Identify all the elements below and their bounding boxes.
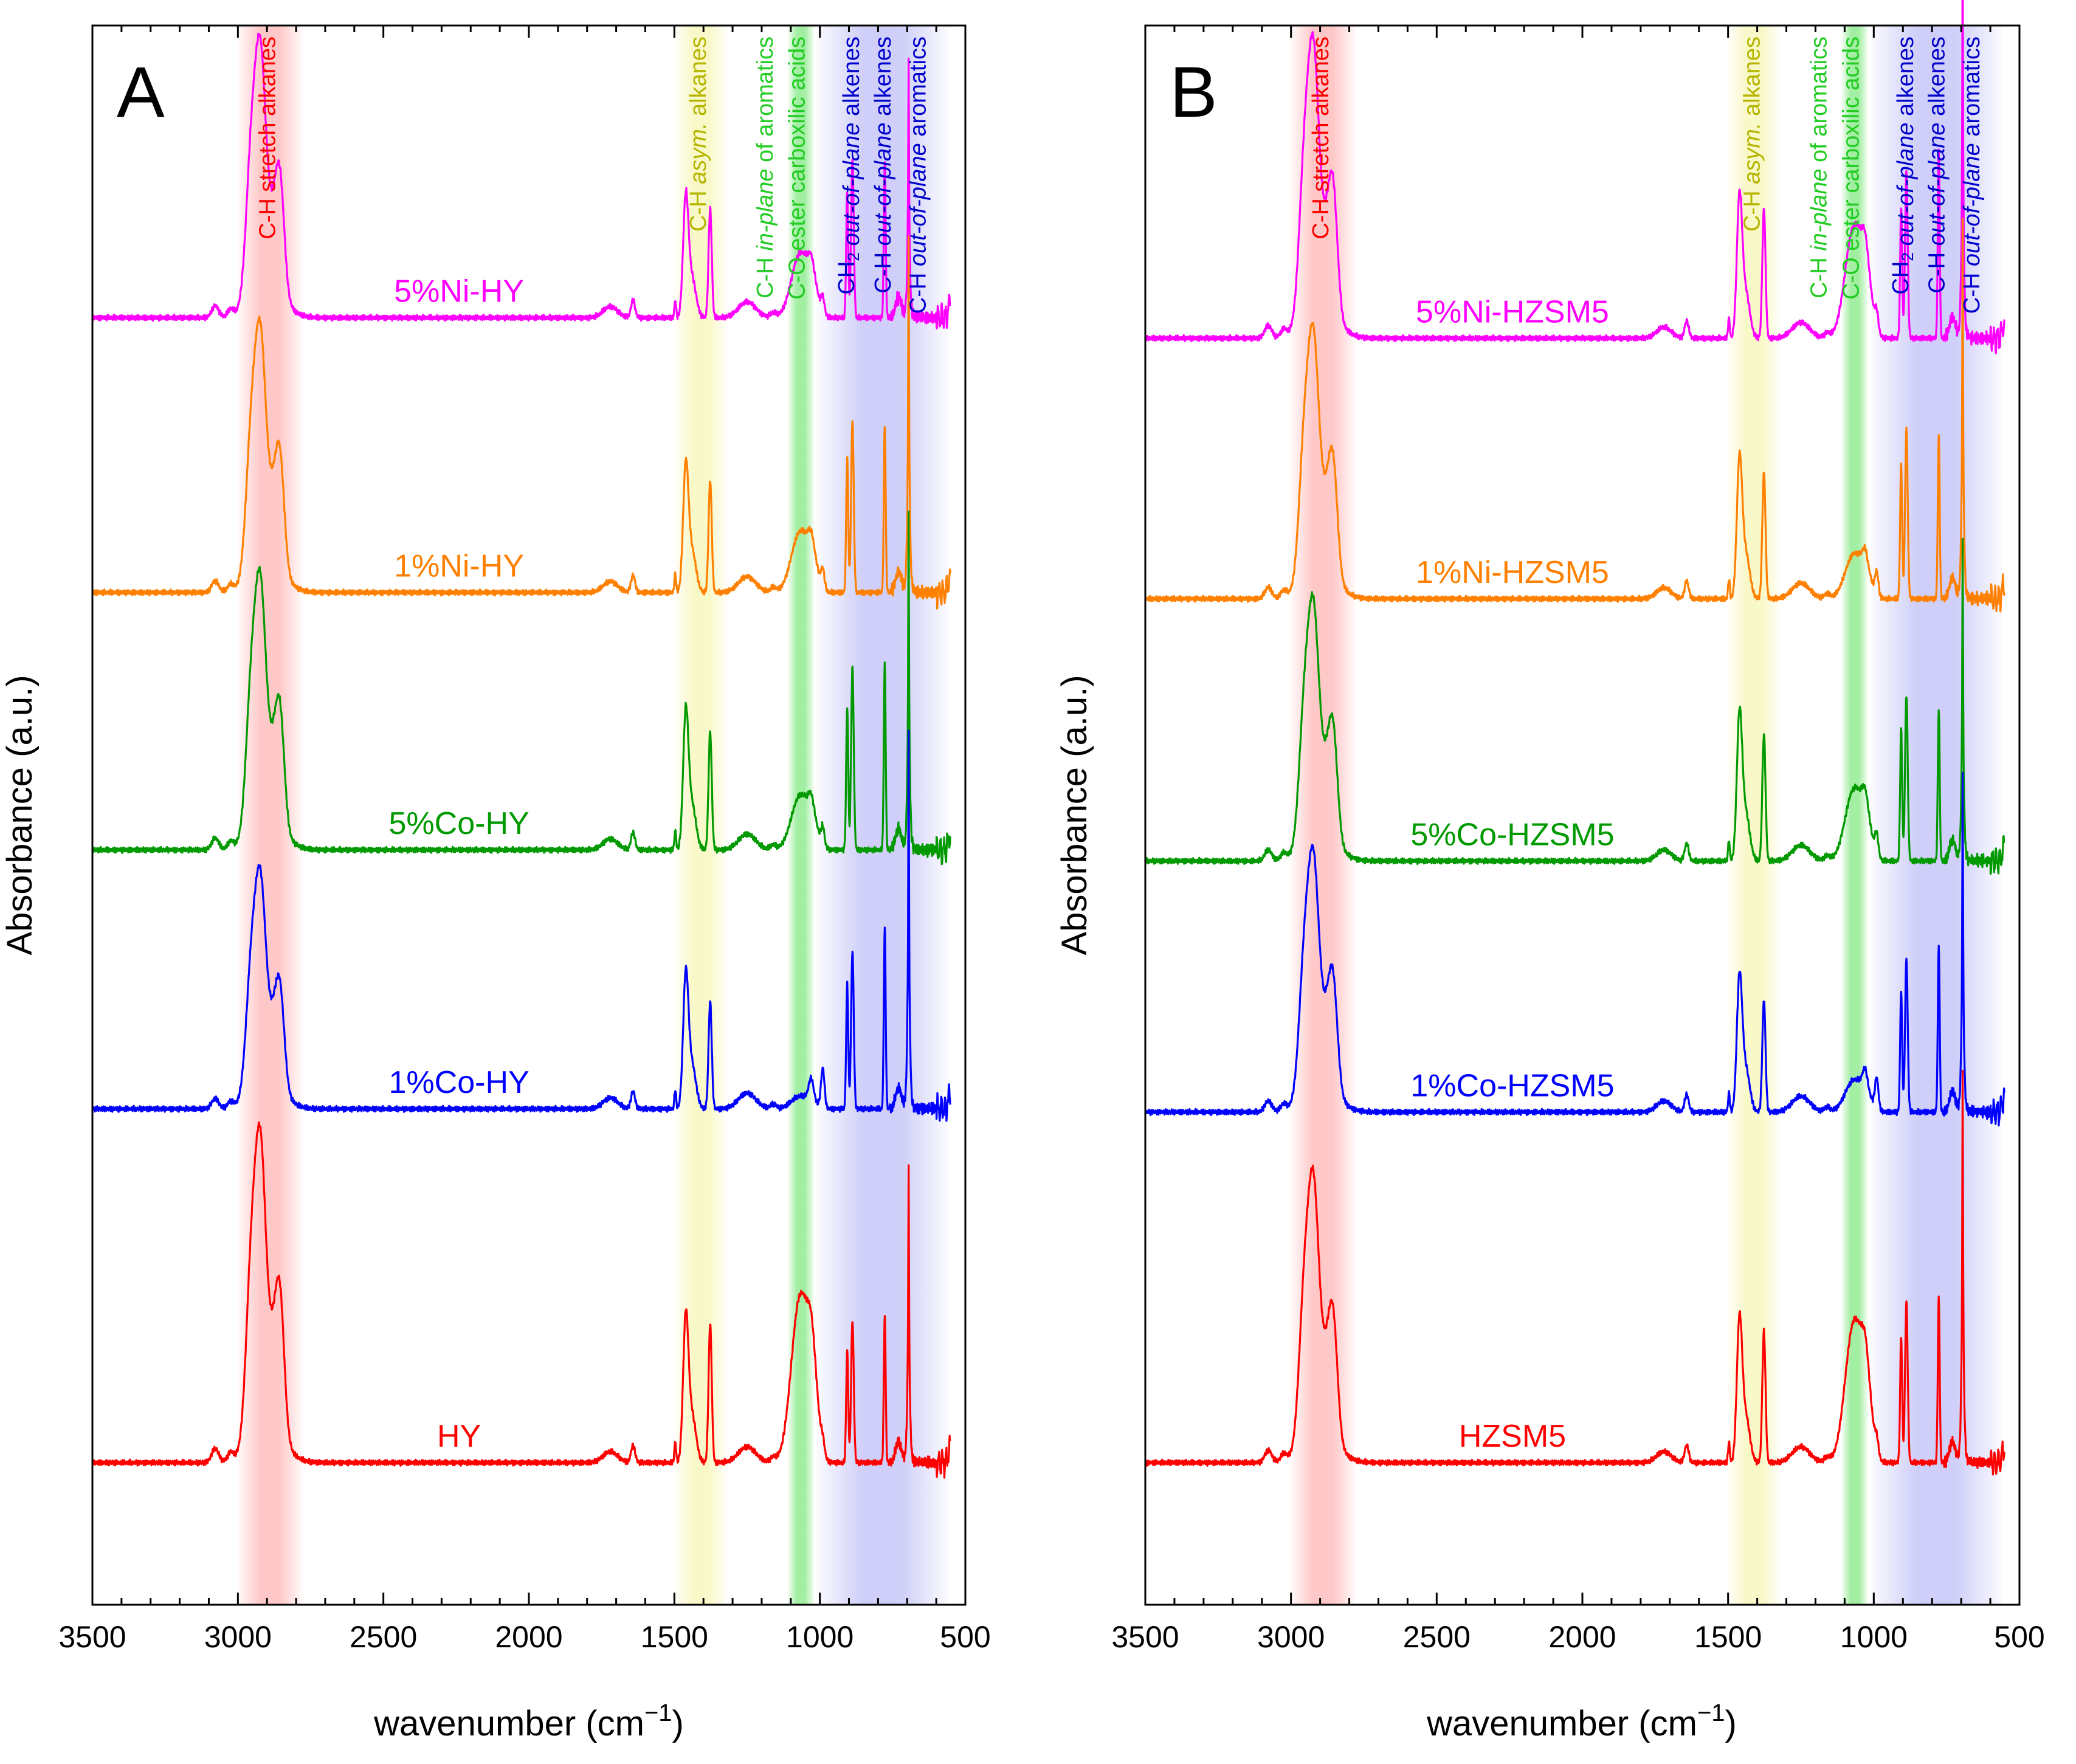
highlight-band <box>238 26 302 1605</box>
series-label: 1%Co-HZSM5 <box>1410 1068 1614 1103</box>
band-annotation: C-H out-of-plane aromatics <box>905 36 931 314</box>
band-annotation: C-H out-of-plane alkenes <box>1925 36 1950 293</box>
band-annotation: CH2 out-of-plane alkenes <box>834 36 864 295</box>
series-line <box>1144 0 2005 354</box>
band-annotation: C-O ester carboxilic acids <box>1838 36 1864 300</box>
panel-label: A <box>117 52 165 133</box>
band-annotation: C-H asym. alkanes <box>686 36 711 232</box>
band-annotation: C-O ester carboxilic acids <box>785 36 810 300</box>
series-line <box>1144 537 2005 875</box>
series-line <box>91 729 951 1122</box>
x-tick-label: 3000 <box>204 1620 272 1654</box>
series-line <box>1144 218 2005 613</box>
x-tick-label: 500 <box>1994 1620 2044 1654</box>
x-axis-label: wavenumber (cm−1) <box>1426 1700 1737 1743</box>
series-label: 1%Co-HY <box>389 1065 529 1100</box>
band-annotation: C-H stretch alkanes <box>255 36 281 239</box>
series-line <box>91 1121 951 1479</box>
x-axis-label: wavenumber (cm−1) <box>373 1700 684 1743</box>
highlight-band <box>1728 26 1781 1605</box>
x-tick-label: 2000 <box>1548 1620 1616 1654</box>
series-label: 1%Ni-HY <box>394 549 524 584</box>
x-tick-label: 1000 <box>786 1620 854 1654</box>
x-tick-label: 3000 <box>1257 1620 1325 1654</box>
x-tick-label: 2000 <box>495 1620 562 1654</box>
series-label: 5%Ni-HZSM5 <box>1416 294 1609 329</box>
series-line <box>91 235 951 610</box>
series-line <box>1144 1069 2005 1476</box>
series-label: 1%Ni-HZSM5 <box>1416 555 1609 590</box>
y-axis-label: Absorbance (a.u.) <box>1055 675 1094 955</box>
band-annotation: C-H asym. alkanes <box>1739 36 1765 232</box>
band-annotation: C-H in-plane of aromatics <box>1807 36 1832 298</box>
series-label: 5%Ni-HY <box>394 274 524 309</box>
band-annotation: C-H stretch alkanes <box>1308 36 1334 239</box>
x-tick-label: 3500 <box>58 1620 126 1654</box>
band-annotation: C-H out-of-plane alkenes <box>871 36 896 293</box>
band-annotation: CH2 out-of-plane alkenes <box>1888 36 1919 295</box>
x-tick-label: 2500 <box>350 1620 417 1654</box>
panel-a: 5%Ni-HY 1%Ni-HY 5%Co-HY 1%Co-HY HY C-H stretc… <box>0 24 991 1743</box>
x-tick-label: 3500 <box>1111 1620 1179 1654</box>
band-annotation: C-H in-plane of aromatics <box>753 36 778 298</box>
highlight-band <box>674 26 727 1605</box>
series-label: HZSM5 <box>1459 1419 1566 1454</box>
x-tick-label: 1500 <box>1694 1620 1762 1654</box>
panel-label: B <box>1170 52 1218 133</box>
band-annotation: C-H out-of-plane aromatics <box>1959 36 1985 314</box>
panel-b: 5%Ni-HZSM5 1%Ni-HZSM5 5%Co-HZSM5 1%Co-HZSM5… <box>1055 0 2045 1743</box>
series-line <box>91 32 951 329</box>
series-line <box>91 510 951 866</box>
x-tick-label: 500 <box>940 1620 990 1654</box>
x-tick-label: 1500 <box>641 1620 708 1654</box>
x-tick-label: 1000 <box>1840 1620 1908 1654</box>
highlight-band <box>1291 26 1356 1605</box>
y-axis-label: Absorbance (a.u.) <box>0 675 40 955</box>
series-label: 5%Co-HY <box>389 806 529 841</box>
series-line <box>1144 771 2005 1127</box>
series-label: 5%Co-HZSM5 <box>1410 817 1614 852</box>
series-label: HY <box>437 1419 481 1454</box>
x-tick-label: 2500 <box>1403 1620 1471 1654</box>
